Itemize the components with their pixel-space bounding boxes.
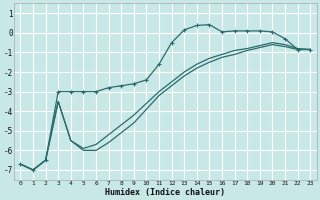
X-axis label: Humidex (Indice chaleur): Humidex (Indice chaleur): [105, 188, 225, 197]
